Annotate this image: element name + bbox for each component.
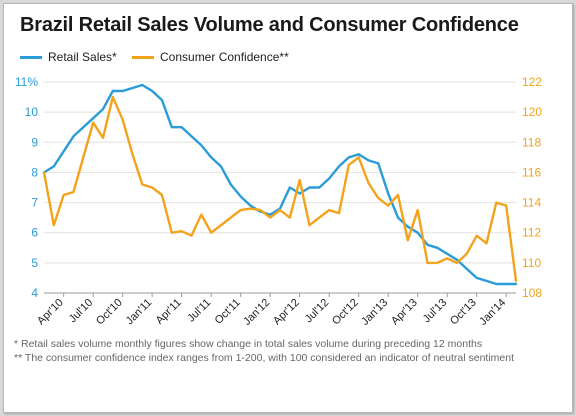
footnote-retail: * Retail sales volume monthly figures sh… [14,338,483,350]
y-right-tick-label: 110 [522,256,541,270]
legend-swatch-retail-sales [20,56,42,60]
x-tick-label: Jan'14 [477,297,508,328]
x-tick-label: Jul'12 [303,297,332,326]
series-line-retail-sales [42,83,518,286]
y-right-tick-label: 116 [522,165,541,179]
y-left-tick-label: 8 [31,165,38,179]
legend-item-consumer-confidence: Consumer Confidence** [132,50,289,64]
x-tick-label: Apr'13 [389,297,420,328]
x-tick-label: Apr'12 [271,297,302,328]
x-tick-label: Oct'11 [213,297,243,327]
x-tick-label: Jan'11 [124,297,155,328]
x-tick-label: Jan'12 [241,297,272,328]
y-left-tick-label: 9 [31,135,38,149]
series-line-consumer-confidence [42,95,518,283]
x-tick-label: Jul'11 [185,297,213,325]
y-right-tick-label: 120 [522,105,542,119]
chart-title: Brazil Retail Sales Volume and Consumer … [20,14,519,36]
y-left-tick-label: 7 [31,196,38,210]
y-right-tick-label: 112 [522,226,541,240]
y-left-tick-label: 6 [31,226,38,240]
y-right-tick-label: 108 [522,286,542,300]
legend-swatch-consumer-confidence [132,56,154,60]
x-tick-label: Oct'12 [330,297,361,328]
x-tick-label: Jul'10 [67,297,96,326]
y-left-tick-label: 5 [31,256,38,270]
y-left-tick-label: 11% [15,75,38,89]
x-tick-label: Jul'13 [421,297,450,326]
line-chart: 4 5 6 7 8 9 10 11% 108 110 112 114 116 118 120 122 Apr'1… [15,75,542,328]
x-tick-label: Apr'10 [35,297,66,328]
legend-item-retail-sales: Retail Sales* [20,50,117,64]
y-right-tick-label: 118 [522,135,541,149]
y-right-tick-label: 122 [522,75,542,89]
x-tick-label: Oct'13 [448,297,479,328]
x-tick-label: Apr'11 [154,297,184,327]
chart-card: Brazil Retail Sales Volume and Consumer … [3,3,573,413]
y-right-tick-label: 114 [522,196,541,210]
x-tick-label: Oct'10 [94,297,125,328]
footnote-confidence: ** The consumer confidence index ranges … [14,352,515,364]
legend-label-retail-sales: Retail Sales* [48,50,117,64]
legend-label-consumer-confidence: Consumer Confidence** [160,50,289,64]
y-left-tick-label: 10 [25,105,39,119]
y-left-tick-label: 4 [31,286,38,300]
x-tick-label: Jan'13 [359,297,390,328]
